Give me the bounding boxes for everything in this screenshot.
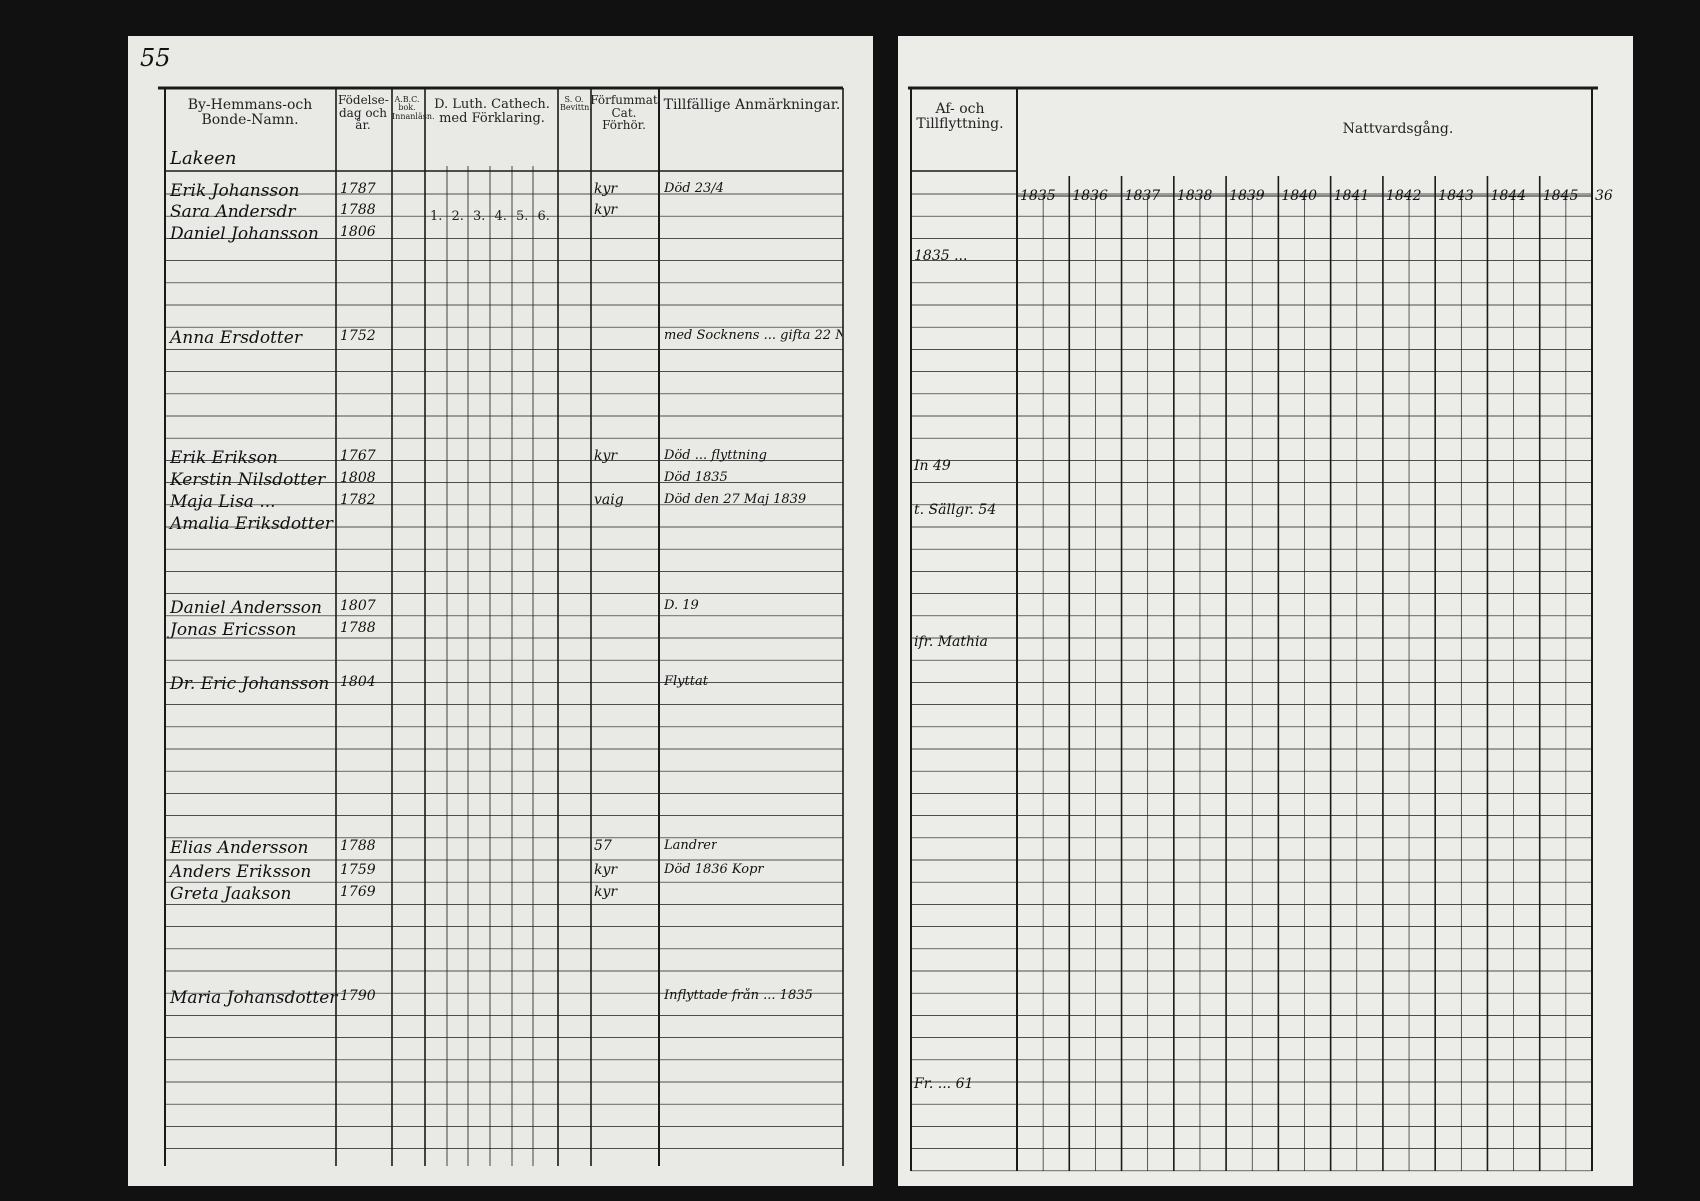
page-number: 55: [140, 44, 171, 72]
entry-remark: Inflyttade från ... 1835: [664, 988, 813, 1003]
entry-name: Erik Johansson: [170, 181, 300, 201]
entry-exam: kyr: [594, 884, 618, 900]
entry-name: Sara Andersdr: [170, 202, 296, 222]
year-label: 1844: [1490, 188, 1527, 204]
entry-name: Greta Jaakson: [170, 884, 292, 904]
header-small-col: S. O. Bevittn.: [560, 95, 592, 113]
entry-birth: 1787: [340, 181, 376, 197]
year-label: 1839: [1229, 188, 1265, 204]
entry-remark: D. 19: [664, 598, 699, 613]
year-label: 1840: [1281, 188, 1317, 204]
moving-note: 1835 ...: [914, 248, 968, 264]
entry-birth: 1806: [340, 224, 376, 240]
entry-exam: 57: [594, 838, 612, 854]
entry-exam: kyr: [594, 862, 618, 878]
entry-remark: Död ... flyttning: [664, 448, 767, 463]
year-label: 1843: [1438, 188, 1474, 204]
entry-birth: 1804: [340, 674, 376, 690]
entry-name: Amalia Eriksdotter: [170, 514, 333, 534]
entry-exam: vaig: [594, 492, 624, 508]
moving-note: In 49: [914, 458, 951, 474]
entry-name: Daniel Johansson: [170, 224, 319, 244]
entry-birth: 1752: [340, 328, 376, 344]
header-abc: A.B.C. bok. Innanläsn.: [392, 95, 435, 121]
entry-name: Anders Eriksson: [170, 862, 312, 882]
entry-name: Daniel Andersson: [170, 598, 322, 618]
entry-name: Elias Andersson: [170, 838, 309, 858]
catechism-subcol-label: 1.: [430, 209, 443, 224]
entry-exam: kyr: [594, 181, 618, 197]
moving-note: t. Sällgr. 54: [914, 502, 997, 518]
entry-name: Erik Erikson: [170, 448, 278, 468]
moving-note: Fr. ... 61: [914, 1076, 974, 1092]
year-label: 1845: [1542, 188, 1579, 204]
entry-remark: med Socknens ... gifta 22 Nov 1839: [664, 328, 842, 343]
village-name: Lakeen: [170, 148, 237, 169]
year-label: 1841: [1333, 188, 1370, 204]
header-remarks: Tillfällige Anmärkningar.: [663, 97, 841, 113]
catechism-subcol-label: 2.: [451, 209, 464, 224]
year-label: 1836: [1072, 188, 1108, 204]
catechism-subcol-label: 3.: [473, 209, 486, 224]
entry-remark: Död den 27 Maj 1839: [664, 492, 807, 507]
entry-birth: 1788: [340, 202, 376, 218]
entry-name: Kerstin Nilsdotter: [170, 470, 326, 490]
entry-remark: Död 23/4: [664, 181, 724, 196]
left-page-ruling: [158, 86, 844, 1166]
year-label: 1842: [1385, 188, 1422, 204]
entry-birth: 1769: [340, 884, 376, 900]
entry-birth: 1807: [340, 598, 376, 614]
entry-remark: Död 1836 Kopr: [664, 862, 764, 877]
entry-remark: Flyttat: [664, 674, 708, 689]
entry-name: Anna Ersdotter: [170, 328, 302, 348]
catechism-subcol-label: 6.: [537, 209, 550, 224]
entry-birth: 1782: [340, 492, 376, 508]
year-label: 1837: [1124, 188, 1161, 204]
entry-name: Maja Lisa ...: [170, 492, 276, 512]
header-name: By-Hemmans-och Bonde-Namn.: [187, 97, 313, 128]
entry-birth: 1788: [340, 838, 376, 854]
entry-remark: Landrer: [664, 838, 718, 853]
right-page-ruling: [908, 86, 1598, 1172]
entry-exam: kyr: [594, 202, 618, 218]
moving-note: ifr. Mathia: [914, 634, 988, 650]
header-moving: Af- och Tillflyttning.: [916, 101, 1004, 132]
header-communion: Nattvardsgång.: [1342, 121, 1454, 137]
entry-name: Jonas Ericsson: [170, 620, 297, 640]
year-label: 36: [1595, 188, 1613, 204]
catechism-subcol-label: 5.: [516, 209, 529, 224]
entry-birth: 1788: [340, 620, 376, 636]
right-page: Af- och Tillflyttning. Nattvardsgång. 18…: [898, 36, 1633, 1186]
header-birth: Födelse-dag och år.: [338, 93, 389, 133]
entry-birth: 1759: [340, 862, 376, 878]
year-label: 1835: [1020, 188, 1056, 204]
header-catechism: D. Luth. Cathech. med Förklaring.: [434, 97, 550, 126]
left-page: 55 By-Hemmans-och Bonde-Namn. Födelse-da…: [128, 36, 873, 1186]
header-exam: Förfummat Cat. Förhör.: [590, 93, 658, 133]
year-label: 1838: [1176, 188, 1213, 204]
catechism-subcol-label: 4.: [494, 209, 507, 224]
entry-birth: 1790: [340, 988, 376, 1004]
entry-exam: kyr: [594, 448, 618, 464]
entry-name: Maria Johansdotter: [170, 988, 338, 1008]
entry-name: Dr. Eric Johansson: [170, 674, 330, 694]
entry-birth: 1808: [340, 470, 376, 486]
entry-birth: 1767: [340, 448, 376, 464]
entry-remark: Död 1835: [664, 470, 728, 485]
